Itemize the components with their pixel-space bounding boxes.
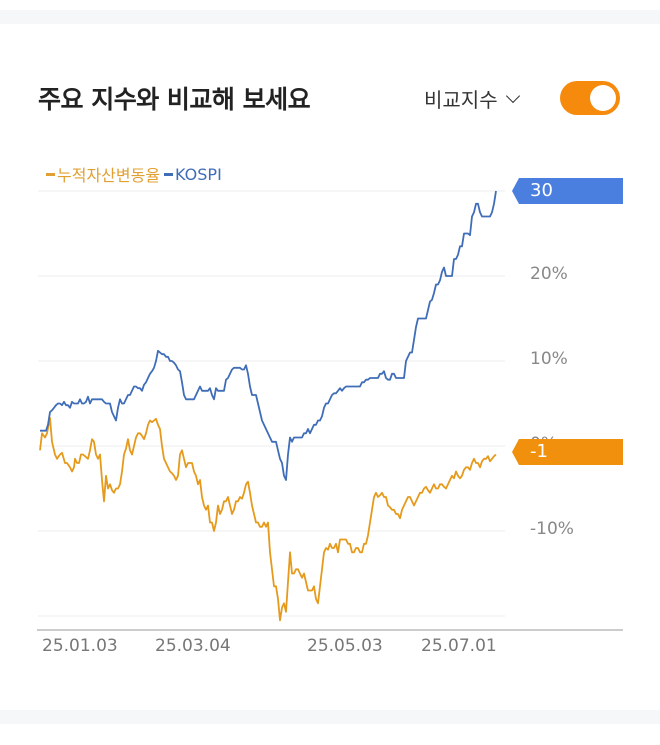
legend-label-portfolio: 누적자산변동율	[57, 166, 161, 185]
page-title: 주요 지수와 비교해 보세요	[38, 85, 311, 114]
x-tick-1: 25.03.04	[155, 636, 231, 656]
x-tick-3: 25.07.01	[421, 636, 497, 656]
x-tick-2: 25.05.03	[307, 636, 383, 656]
compare-index-toggle[interactable]	[560, 81, 620, 115]
x-tick-0: 25.01.03	[42, 636, 118, 656]
y-tick-10: 10%	[530, 349, 568, 369]
legend-item-portfolio: 누적자산변동율	[46, 162, 160, 186]
legend-item-kospi: KOSPI	[164, 162, 222, 186]
kospi-series-line	[40, 190, 497, 481]
legend-swatch-kospi	[164, 172, 174, 176]
portfolio-value-badge: -1	[512, 439, 623, 465]
y-tick-20: 20%	[530, 264, 568, 284]
portfolio-series-line	[39, 416, 497, 622]
toggle-knob	[590, 85, 616, 111]
legend-swatch-portfolio	[46, 172, 55, 176]
compare-index-label: 비교지수	[424, 88, 498, 112]
compare-index-dropdown[interactable]: 비교지수	[424, 84, 520, 113]
top-divider-band	[0, 10, 660, 24]
legend-label-kospi: KOSPI	[175, 164, 222, 184]
chart-legend: 누적자산변동율 KOSPI	[46, 162, 222, 186]
y-tick-minus10: -10%	[530, 519, 574, 539]
bottom-divider-band	[0, 710, 660, 724]
kospi-value-badge: 30	[512, 178, 623, 204]
